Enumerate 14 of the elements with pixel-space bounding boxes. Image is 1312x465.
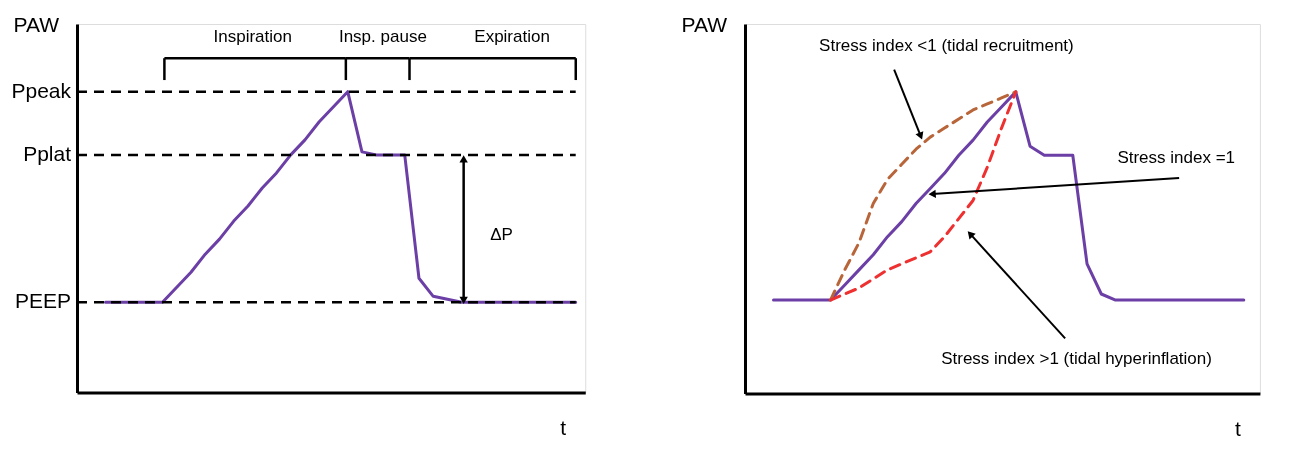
annotation: ΔP: [490, 224, 513, 244]
text: Inspiration: [213, 27, 292, 47]
annotation: Stress index >1 (tidal hyperinflation): [941, 349, 1212, 369]
text: Expiration: [474, 27, 550, 47]
x-axis-title: t: [560, 415, 567, 439]
text: Stress index <1 (tidal recruitment): [819, 35, 1074, 55]
y-axis-title: PAW: [681, 13, 728, 36]
text: Insp. pause: [338, 27, 427, 47]
x-axis-title: t: [1234, 416, 1241, 440]
annotation: Stress index =1: [1117, 147, 1236, 167]
ref-line-label: Ppeak: [11, 78, 72, 102]
ref-line-label: Pplat: [23, 141, 72, 165]
y-axis-title: PAW: [13, 13, 60, 36]
ref-line-label: PEEP: [14, 289, 71, 313]
